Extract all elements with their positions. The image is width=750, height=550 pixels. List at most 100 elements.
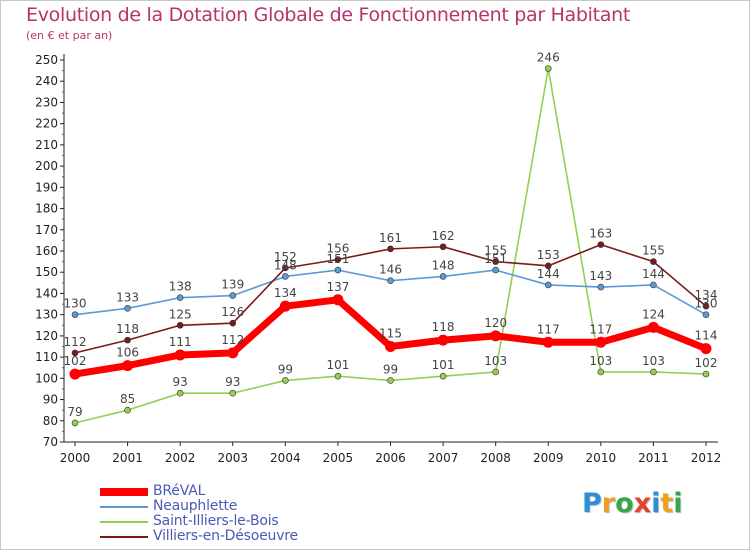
data-label: 93 (173, 375, 188, 389)
data-point (387, 245, 394, 253)
data-point (492, 266, 499, 274)
data-point (227, 347, 239, 359)
data-label: 112 (221, 333, 244, 347)
data-point (282, 273, 289, 280)
data-point (650, 258, 657, 265)
data-point (282, 264, 289, 272)
data-point (490, 330, 502, 342)
data-point (174, 349, 186, 361)
data-point (702, 311, 710, 318)
data-label: 126 (221, 305, 244, 319)
y-tick-label: 190 (35, 180, 58, 194)
data-point (385, 341, 396, 352)
data-label: 134 (695, 288, 718, 302)
y-tick-label: 250 (35, 53, 58, 67)
data-label: 130 (64, 297, 87, 311)
data-label: 124 (642, 307, 665, 321)
x-tick-label: 2010 (586, 451, 617, 465)
y-tick-label: 90 (43, 393, 58, 407)
logo-letter: x (633, 488, 652, 519)
data-label: 118 (116, 322, 139, 336)
data-point (597, 368, 605, 376)
chart-subtitle: (en € et par an) (26, 29, 113, 42)
logo-letter: i (651, 488, 661, 519)
data-point (387, 277, 394, 285)
legend-label: Saint-Illiers-le-Bois (153, 513, 279, 529)
data-point (334, 256, 342, 263)
data-point (702, 302, 710, 310)
data-point (71, 311, 79, 318)
logo-letter: P (582, 488, 602, 519)
data-point (176, 294, 184, 301)
data-label: 155 (642, 244, 665, 258)
data-label: 156 (326, 241, 349, 255)
legend-swatch (100, 520, 148, 523)
data-point (387, 377, 394, 384)
y-tick-label: 100 (35, 371, 58, 385)
data-point (439, 273, 447, 280)
data-label: 246 (537, 50, 560, 64)
data-label: 115 (379, 327, 402, 341)
legend-label: BRéVAL (153, 483, 206, 499)
data-label: 112 (64, 335, 87, 349)
x-tick-label: 2004 (270, 451, 301, 465)
proxiti-logo: Proxiti (582, 488, 683, 519)
x-tick-label: 2009 (533, 451, 564, 465)
y-tick-label: 240 (35, 74, 58, 88)
data-label: 151 (484, 252, 507, 266)
y-tick-label: 80 (43, 414, 58, 428)
legend-swatch (100, 535, 148, 538)
data-label: 143 (589, 269, 612, 283)
legend-swatch (100, 505, 148, 508)
data-label: 118 (432, 320, 455, 334)
data-point (334, 266, 342, 274)
data-point (334, 372, 342, 380)
y-axis-ticks: 70 80 90 100 110 120 130 140 150 160 170 180 190 200 2… (35, 53, 64, 449)
data-point (647, 321, 659, 333)
data-point (229, 292, 237, 299)
data-point (597, 241, 605, 248)
legend-label: Neauphlette (153, 498, 238, 514)
data-label: 125 (169, 307, 192, 321)
x-tick-label: 2008 (480, 451, 511, 465)
y-tick-label: 70 (43, 435, 58, 449)
data-label: 103 (589, 354, 612, 368)
data-point (71, 349, 79, 357)
x-tick-label: 2011 (638, 451, 669, 465)
data-point (597, 283, 605, 291)
data-label: 137 (326, 280, 349, 294)
legend-item: BRéVAL (100, 484, 298, 499)
x-tick-label: 2007 (428, 451, 459, 465)
data-label: 93 (225, 375, 240, 389)
data-label: 144 (537, 267, 560, 281)
x-tick-label: 2003 (217, 451, 248, 465)
data-point (71, 419, 79, 427)
data-point (542, 336, 554, 348)
data-point (595, 336, 607, 348)
data-label: 161 (379, 231, 402, 245)
data-point (282, 377, 289, 384)
chart-legend: BRéVAL Neauphlette Saint-Illiers-le-Bois Vi… (100, 484, 298, 544)
data-point (279, 300, 291, 312)
data-label: 103 (642, 354, 665, 368)
data-label: 130 (695, 297, 718, 311)
data-label: 101 (432, 358, 455, 372)
data-point (229, 389, 237, 397)
y-tick-label: 130 (35, 308, 58, 322)
data-label: 155 (484, 244, 507, 258)
y-tick-label: 210 (35, 138, 58, 152)
x-tick-label: 2005 (323, 451, 354, 465)
data-label: 163 (589, 227, 612, 241)
data-label: 85 (120, 392, 135, 406)
data-point (439, 372, 447, 380)
data-label: 153 (537, 248, 560, 262)
data-label: 120 (484, 316, 507, 330)
legend-item: Saint-Illiers-le-Bois (100, 514, 298, 529)
data-label: 138 (169, 280, 192, 294)
data-point (544, 65, 552, 72)
y-tick-label: 170 (35, 223, 58, 237)
y-tick-label: 220 (35, 117, 58, 131)
data-label: 133 (116, 290, 139, 304)
data-label: 99 (383, 362, 398, 376)
data-label: 148 (432, 258, 455, 272)
